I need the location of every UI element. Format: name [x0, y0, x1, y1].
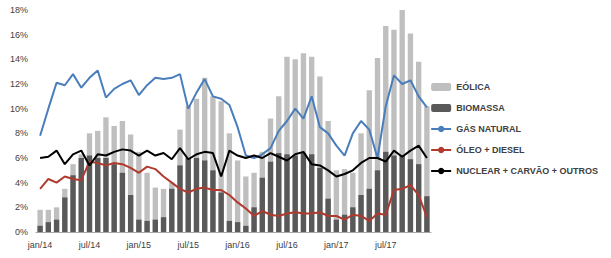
svg-text:jan/14: jan/14 [27, 240, 53, 250]
svg-text:BIOMASSA: BIOMASSA [456, 103, 505, 113]
svg-text:jul/15: jul/15 [176, 240, 199, 250]
svg-text:NUCLEAR + CARVÃO + OUTROS: NUCLEAR + CARVÃO + OUTROS [456, 166, 598, 176]
svg-text:jan/16: jan/16 [224, 240, 250, 250]
svg-text:jan/15: jan/15 [126, 240, 152, 250]
svg-text:12%: 12% [10, 79, 28, 89]
svg-text:18%: 18% [10, 5, 28, 15]
svg-text:EÓLICA: EÓLICA [456, 81, 491, 92]
svg-text:8%: 8% [15, 128, 28, 138]
svg-text:jul/16: jul/16 [275, 240, 298, 250]
svg-text:10%: 10% [10, 104, 28, 114]
svg-text:14%: 14% [10, 54, 28, 64]
svg-text:jan/17: jan/17 [323, 240, 349, 250]
svg-text:jul/14: jul/14 [78, 240, 101, 250]
svg-text:ÓLEO + DIESEL: ÓLEO + DIESEL [456, 144, 525, 155]
svg-text:GÁS NATURAL: GÁS NATURAL [456, 124, 521, 134]
svg-text:4%: 4% [15, 178, 28, 188]
svg-text:16%: 16% [10, 30, 28, 40]
svg-text:jul/17: jul/17 [374, 240, 397, 250]
svg-text:6%: 6% [15, 153, 28, 163]
svg-text:2%: 2% [15, 202, 28, 212]
svg-text:0%: 0% [15, 227, 28, 237]
